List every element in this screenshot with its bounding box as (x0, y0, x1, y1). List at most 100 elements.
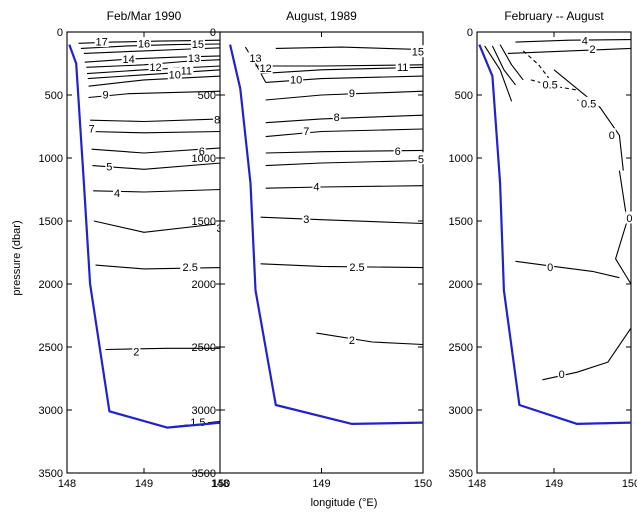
contour-line (91, 147, 222, 154)
contour-label-bg (137, 36, 151, 49)
y-tick-label: 2000 (39, 279, 63, 291)
contour-label-bg (580, 33, 589, 46)
contour-label-bg (302, 124, 311, 137)
contour-line (484, 45, 513, 102)
x-tick-label: 149 (545, 478, 563, 490)
contour-label-bg (347, 260, 368, 273)
contour-label-bg (347, 86, 356, 99)
contour-label-bg (347, 333, 356, 346)
panel-title: February -- August (504, 9, 604, 23)
contour-line (265, 128, 424, 138)
contour-label-bg (332, 110, 341, 123)
x-tick-label: 148 (58, 478, 76, 490)
contour-line (93, 220, 222, 233)
contour-label-bg (179, 64, 194, 77)
contour-line (265, 185, 424, 189)
contour-label: 13 (188, 53, 200, 65)
contour-label-bg (546, 260, 555, 273)
panel-3: February -- August 0 500 1000 1500 2000 2500 30… (449, 9, 637, 490)
contour-label: 0 (626, 213, 632, 225)
panel-2: August, 1989 0 500 1000 1500 2000 2500 3000 3500… (192, 9, 433, 490)
contour-line (90, 130, 222, 134)
contour-label-bg (540, 77, 561, 90)
contour-label: 4 (582, 35, 588, 47)
contour-line (86, 65, 222, 75)
contour-label: 10 (169, 69, 181, 81)
contour-label: 0.5 (543, 79, 558, 91)
contour-label-bg (410, 45, 425, 58)
contour-label-bg (87, 122, 96, 135)
x-tick-label: 148 (211, 478, 229, 490)
contour-line (265, 149, 424, 154)
contour-label-bg (148, 60, 163, 73)
contour-label-bg (393, 144, 402, 157)
y-tick-label: 3000 (449, 405, 473, 417)
contour-line (265, 159, 424, 167)
contour-label: 15 (412, 47, 424, 59)
y-tick-label: 1500 (192, 216, 216, 228)
contour-label: 8 (334, 112, 340, 124)
contour-line (260, 66, 424, 75)
contour-label-bg (248, 51, 263, 64)
y-tick-label: 3500 (192, 468, 216, 480)
contour-label: 7 (303, 126, 309, 138)
y-tick-label: 3500 (449, 468, 473, 480)
panel-1: Feb/Mar 19900500100015002000250030003500… (39, 9, 231, 490)
y-tick-label: 2500 (39, 342, 63, 354)
contour-label: 0 (559, 369, 565, 381)
panels: Feb/Mar 19900500100015002000250030003500… (39, 9, 637, 490)
contour-label-bg (578, 96, 599, 109)
contour-label-bg (395, 60, 410, 73)
contour-label: 9 (102, 90, 108, 102)
panel-title: August, 1989 (286, 9, 357, 23)
contour-label: 3 (303, 214, 309, 226)
y-tick-label: 500 (455, 90, 473, 102)
contour-label: 17 (96, 37, 108, 49)
y-tick-label: 500 (198, 90, 216, 102)
contour-label: 0 (547, 262, 553, 274)
contour-line (93, 188, 222, 193)
contour-line (491, 45, 516, 86)
contour-line (499, 44, 524, 81)
contour-line (265, 114, 424, 124)
bottom-topography-line (478, 44, 632, 425)
contour-label: 13 (249, 53, 261, 65)
plot-frame (66, 31, 222, 474)
contour-label-bg (167, 67, 182, 80)
plot-frame (476, 31, 632, 474)
y-tick-label: 0 (210, 27, 216, 39)
contour-line (87, 69, 222, 80)
y-tick-label: 1000 (449, 153, 473, 165)
contour-label: 9 (349, 88, 355, 100)
contour-label: 5 (418, 154, 424, 166)
contour-line (507, 47, 632, 54)
y-tick-label: 2500 (449, 342, 473, 354)
contour-label: 5 (106, 161, 112, 173)
contour-label-bg (258, 61, 273, 74)
y-tick-label: 3000 (39, 405, 63, 417)
y-tick-label: 2000 (449, 279, 473, 291)
contour-line (265, 90, 424, 101)
panel-title: Feb/Mar 1990 (107, 9, 182, 23)
contour-line (90, 118, 222, 123)
y-tick-label: 2000 (192, 279, 216, 291)
contour-label-bg (312, 179, 321, 192)
contour-label: 12 (260, 63, 272, 75)
contour-label: 6 (199, 146, 205, 158)
contour-label-bg (588, 42, 597, 55)
contour-label: 12 (149, 62, 161, 74)
bottom-topography-line (68, 44, 222, 429)
contour-label: 2.5 (183, 262, 198, 274)
contour-line (260, 216, 424, 225)
contour-label-bg (289, 72, 304, 85)
contour-line (88, 75, 222, 87)
contour-line (515, 260, 620, 279)
contour-line (275, 46, 424, 51)
contour-label: 11 (181, 66, 192, 78)
contour-line (615, 170, 632, 285)
y-tick-label: 1500 (39, 216, 63, 228)
contour-label: 2 (133, 347, 139, 359)
y-tick-label: 1500 (449, 216, 473, 228)
contour-label: 15 (192, 39, 204, 51)
contour-label: 10 (290, 74, 302, 86)
